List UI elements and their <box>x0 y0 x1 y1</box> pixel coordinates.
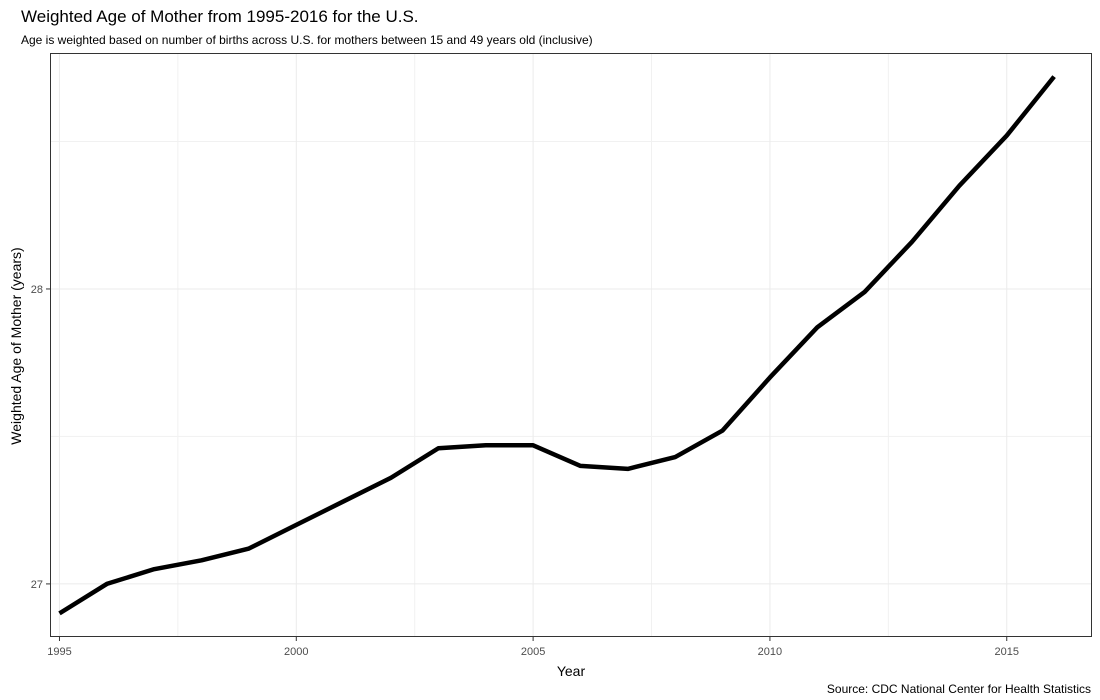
major-grid <box>50 53 1092 637</box>
y-tick-label: 27 <box>31 579 43 591</box>
series-line-0 <box>58 75 1056 616</box>
chart-subtitle: Age is weighted based on number of birth… <box>21 33 593 47</box>
x-tick-label: 2015 <box>995 646 1019 658</box>
chart-title: Weighted Age of Mother from 1995-2016 fo… <box>21 7 419 26</box>
x-tick-label: 2000 <box>284 646 308 658</box>
chart-caption: Source: CDC National Center for Health S… <box>826 682 1091 696</box>
minor-grid <box>50 53 1092 637</box>
y-axis-title: Weighted Age of Mother (years) <box>8 247 24 444</box>
x-tick-label: 2010 <box>758 646 782 658</box>
x-tick-label: 2005 <box>521 646 545 658</box>
y-tick-label: 28 <box>31 284 43 296</box>
plot-panel <box>50 53 1092 637</box>
x-axis: 1995 2000 2005 2010 2015 <box>47 637 1019 658</box>
y-axis: 27 28 <box>31 284 50 591</box>
x-axis-title: Year <box>557 663 586 679</box>
plot-border <box>50 53 1092 637</box>
series-layer <box>58 75 1056 616</box>
x-tick-label: 1995 <box>47 646 71 658</box>
